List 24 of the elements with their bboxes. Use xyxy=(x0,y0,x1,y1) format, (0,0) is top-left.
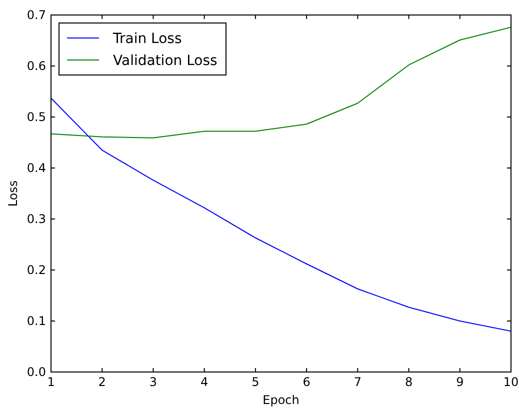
y-tick-label: 0.2 xyxy=(26,263,46,278)
x-tick-label: 10 xyxy=(503,375,519,389)
x-tick-label: 6 xyxy=(302,375,310,389)
y-tick-label: 0.4 xyxy=(26,161,46,176)
y-tick-label: 0.3 xyxy=(26,212,46,226)
legend-label: Validation Loss xyxy=(113,52,218,69)
x-tick-label: 2 xyxy=(98,375,106,389)
y-tick-label: 0.6 xyxy=(26,59,46,74)
x-axis-title: Epoch xyxy=(262,393,300,407)
x-tick-label: 9 xyxy=(456,375,464,389)
y-tick-label: 0.1 xyxy=(26,314,46,328)
x-tick-label: 1 xyxy=(47,375,55,389)
line-series xyxy=(50,98,512,332)
x-tick-label: 5 xyxy=(252,375,260,389)
y-axis-title: Loss xyxy=(6,180,20,207)
y-tick-label: 0.0 xyxy=(26,365,46,380)
x-tick-label: 7 xyxy=(354,375,362,389)
line-series xyxy=(50,26,512,138)
y-tick-label: 0.5 xyxy=(26,110,46,124)
legend-label: Train Loss xyxy=(112,30,182,47)
x-tick-label: 3 xyxy=(149,375,158,389)
x-tick-label: 8 xyxy=(404,375,413,389)
x-tick-label: 4 xyxy=(200,375,208,389)
y-tick-label: 0.7 xyxy=(26,8,46,22)
